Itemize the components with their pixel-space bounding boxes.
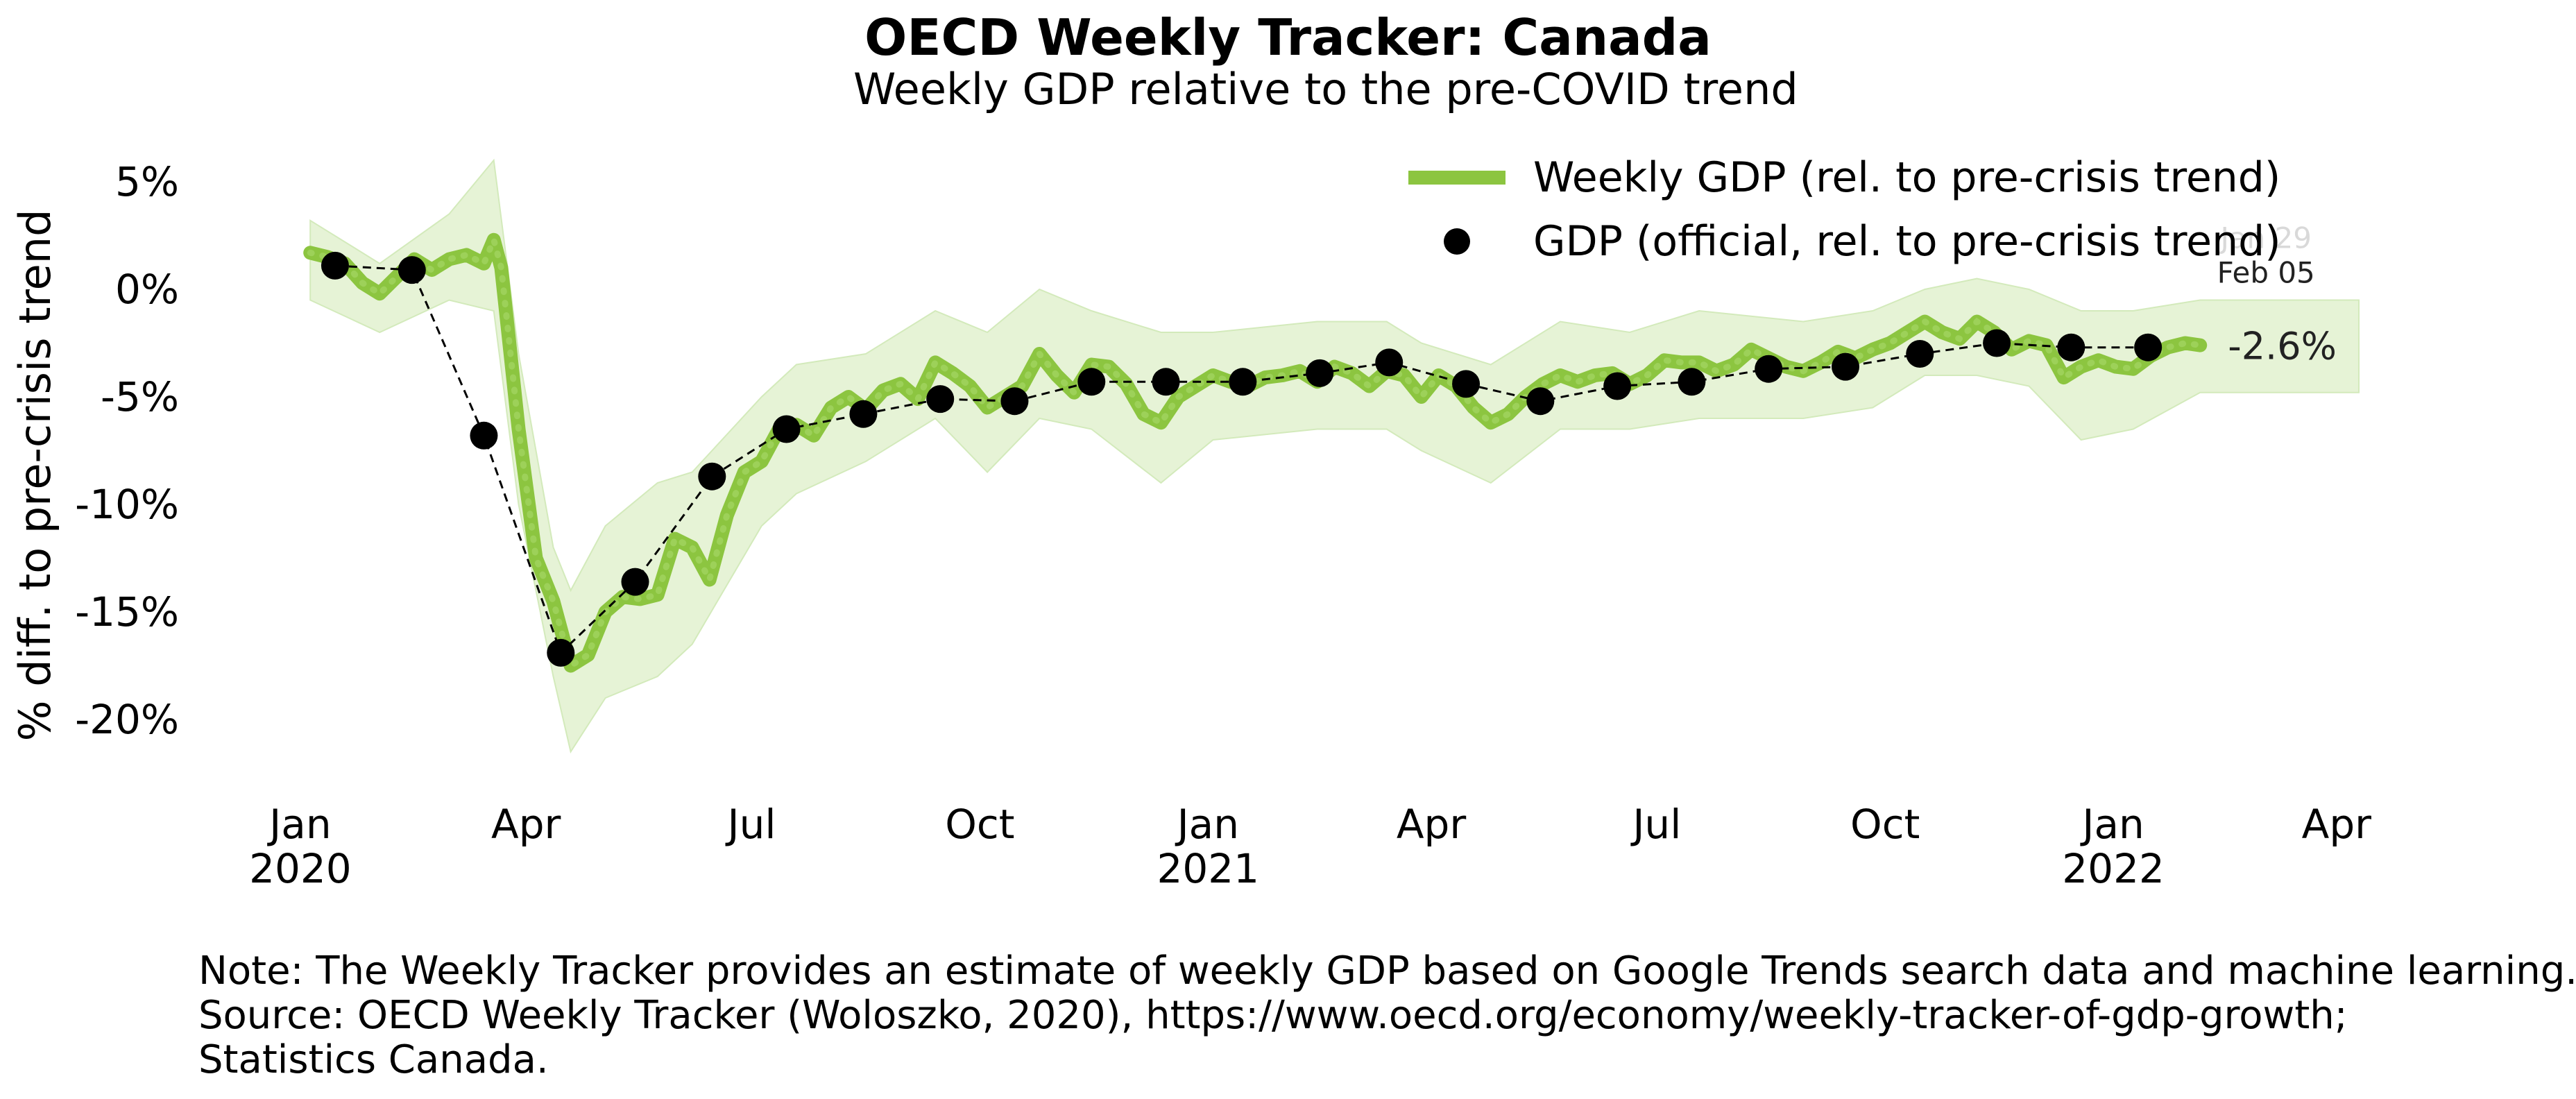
official-gdp-marker: [547, 638, 575, 667]
official-gdp-marker: [1375, 348, 1404, 377]
x-tick-label: Oct: [945, 801, 1014, 848]
y-tick-label: -10%: [75, 481, 179, 528]
x-tick-label: Jan: [2080, 801, 2144, 848]
chart-title: OECD Weekly Tracker: Canada: [864, 8, 1712, 67]
official-gdp-marker: [470, 421, 498, 450]
legend-official-swatch: [1444, 228, 1470, 255]
x-tick-label: Jul: [1630, 801, 1681, 848]
date-label-prev: Jan 29: [2218, 221, 2312, 255]
official-gdp-marker: [621, 568, 649, 596]
y-tick-label: 0%: [115, 266, 179, 313]
source-line-2: Statistics Canada.: [198, 1037, 549, 1082]
x-tick-year-label: 2022: [2062, 845, 2165, 892]
official-gdp-marker: [772, 415, 801, 443]
official-gdp-marker: [926, 385, 955, 414]
x-tick-label: Apr: [2302, 801, 2371, 848]
legend-weekly-label: Weekly GDP (rel. to pre-crisis trend): [1533, 153, 2280, 202]
y-tick-label: 5%: [115, 158, 179, 205]
official-gdp-marker: [1306, 359, 1334, 387]
official-gdp-marker: [1152, 368, 1180, 396]
last-value-label: -2.6%: [2228, 325, 2337, 368]
official-gdp-markers: [321, 251, 2163, 667]
x-tick-year-label: 2020: [249, 845, 352, 892]
x-tick-label: Jul: [726, 801, 776, 848]
official-gdp-marker: [1229, 368, 1257, 396]
x-tick-label: Jan: [267, 801, 331, 848]
legend-official-label: GDP (official, rel. to pre-crisis trend): [1533, 217, 2281, 266]
official-gdp-marker: [1000, 387, 1029, 416]
official-gdp-marker: [1452, 370, 1481, 398]
x-tick-label: Apr: [1397, 801, 1466, 848]
official-gdp-marker: [2057, 333, 2085, 361]
official-gdp-marker: [321, 251, 349, 280]
source-line: Source: OECD Weekly Tracker (Woloszko, 2…: [198, 993, 2348, 1038]
y-axis: 5% 0% -5% -10% -15% -20% % diff. to pre-crisis…: [10, 158, 179, 743]
official-gdp-marker: [398, 256, 426, 284]
y-tick-label: -5%: [101, 373, 179, 420]
chart-subtitle: Weekly GDP relative to the pre-COVID tre…: [853, 64, 1798, 114]
official-gdp-marker: [1983, 329, 2011, 357]
official-gdp-marker: [849, 400, 878, 428]
x-tick-year-label: 2021: [1157, 845, 1259, 892]
note-line: Note: The Weekly Tracker provides an est…: [198, 948, 2576, 994]
official-gdp-marker: [2134, 333, 2163, 361]
x-tick-label: Jan: [1175, 801, 1239, 848]
x-tick-label: Apr: [491, 801, 561, 848]
y-tick-label: -15%: [75, 588, 179, 636]
official-gdp-marker: [1832, 352, 1860, 381]
date-label: Feb 05: [2217, 256, 2315, 290]
y-tick-label: -20%: [75, 696, 179, 743]
official-gdp-marker: [698, 462, 726, 491]
official-gdp-marker: [1526, 387, 1555, 416]
official-gdp-marker: [1755, 355, 1783, 383]
y-axis-label: % diff. to pre-crisis trend: [10, 210, 60, 742]
legend: Weekly GDP (rel. to pre-crisis trend) GDP…: [1408, 153, 2281, 266]
notes: Note: The Weekly Tracker provides an est…: [198, 949, 2576, 1082]
official-gdp-marker: [1906, 340, 1934, 368]
official-gdp-marker: [1077, 368, 1106, 396]
official-gdp-marker: [1603, 372, 1632, 400]
x-tick-label: Oct: [1850, 801, 1920, 848]
confidence-band: [309, 158, 2360, 754]
official-gdp-marker: [1678, 368, 1706, 396]
